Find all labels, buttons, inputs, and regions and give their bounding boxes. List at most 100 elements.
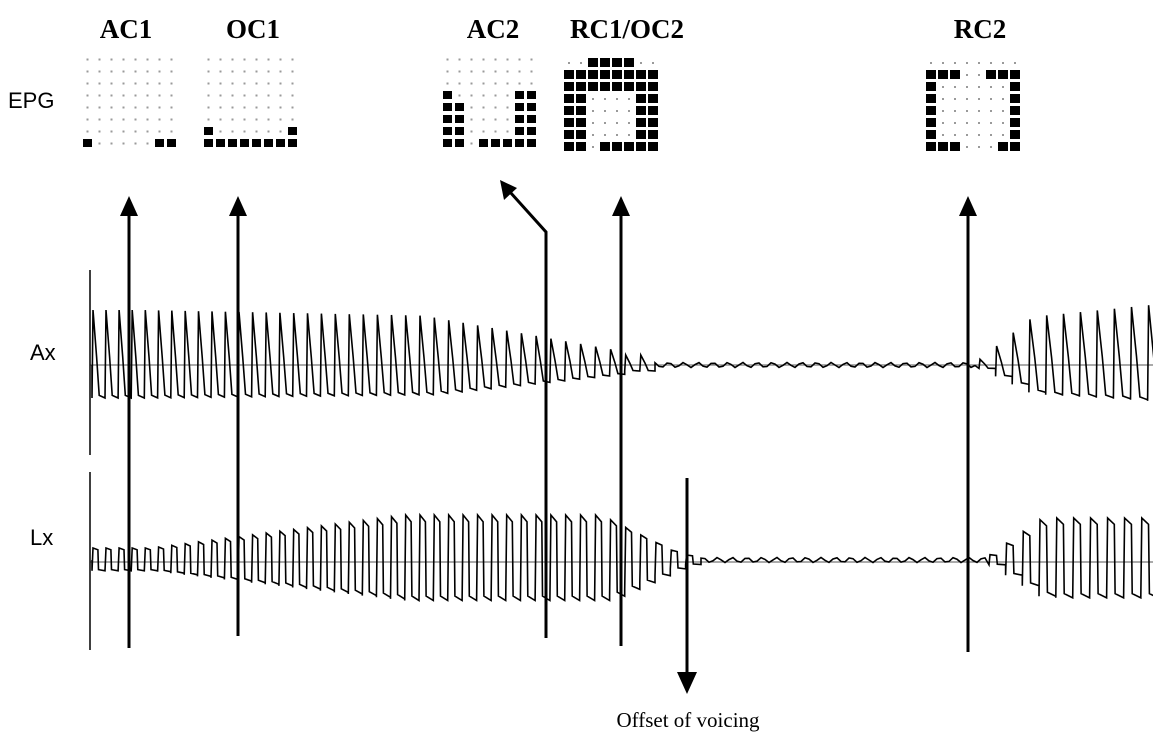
epg-empty-cell xyxy=(291,118,294,121)
epg-contact-cell xyxy=(443,103,452,111)
epg-empty-cell xyxy=(494,82,497,85)
epg-empty-cell xyxy=(207,118,210,121)
epg-empty-cell xyxy=(170,94,173,97)
epg-contact-cell xyxy=(612,70,622,79)
epg-empty-cell xyxy=(990,122,992,124)
epg-empty-cell xyxy=(291,58,294,61)
epg-empty-cell xyxy=(506,106,509,109)
epg-empty-cell xyxy=(134,106,137,109)
epg-contact-cell xyxy=(588,82,598,91)
epg-empty-cell xyxy=(158,130,161,133)
epg-empty-cell xyxy=(110,118,113,121)
epg-contact-cell xyxy=(624,70,634,79)
rc1-oc2-arrowhead xyxy=(612,196,630,216)
epg-contact-cell xyxy=(228,139,237,147)
epg-empty-cell xyxy=(470,118,473,121)
epg-empty-cell xyxy=(616,98,618,100)
epg-contact-cell xyxy=(926,106,936,115)
epg-contact-cell xyxy=(648,70,658,79)
epg-frame-oc1 xyxy=(204,58,297,147)
epg-contact-cell xyxy=(479,139,488,147)
epg-empty-cell xyxy=(942,62,944,64)
epg-empty-cell xyxy=(568,62,570,64)
epg-empty-cell xyxy=(267,94,270,97)
epg-contact-cell xyxy=(926,142,936,151)
epg-contact-cell xyxy=(288,127,297,135)
ax-signal-trace xyxy=(91,305,1153,401)
epg-empty-cell xyxy=(628,110,630,112)
epg-empty-cell xyxy=(219,106,222,109)
epg-empty-cell xyxy=(1014,62,1016,64)
epg-empty-cell xyxy=(122,94,125,97)
epg-empty-cell xyxy=(231,94,234,97)
epg-empty-cell xyxy=(134,142,137,145)
epg-empty-cell xyxy=(279,118,282,121)
epg-empty-cell xyxy=(146,70,149,73)
epg-empty-cell xyxy=(170,82,173,85)
epg-contact-cell xyxy=(576,130,586,139)
epg-contact-cell xyxy=(648,118,658,127)
epg-empty-cell xyxy=(978,134,980,136)
epg-empty-cell xyxy=(990,98,992,100)
epg-empty-cell xyxy=(470,130,473,133)
epg-empty-cell xyxy=(110,58,113,61)
epg-empty-cell xyxy=(158,70,161,73)
epg-empty-cell xyxy=(470,142,473,145)
epg-empty-cell xyxy=(110,130,113,133)
epg-empty-cell xyxy=(530,58,533,61)
phase-label-rc1-oc2: RC1/OC2 xyxy=(570,14,684,44)
epg-contact-cell xyxy=(950,142,960,151)
epg-empty-cell xyxy=(482,70,485,73)
oc1-arrow xyxy=(229,196,247,636)
epg-empty-cell xyxy=(219,82,222,85)
offset-of-voicing-caption: Offset of voicing xyxy=(616,708,760,732)
epg-empty-cell xyxy=(243,106,246,109)
epg-empty-cell xyxy=(267,106,270,109)
epg-empty-cell xyxy=(604,98,606,100)
epg-empty-cell xyxy=(110,82,113,85)
epg-empty-cell xyxy=(110,94,113,97)
epg-contact-cell xyxy=(264,139,273,147)
epg-empty-cell xyxy=(978,74,980,76)
epg-empty-cell xyxy=(942,134,944,136)
epg-empty-cell xyxy=(966,122,968,124)
epg-contact-cell xyxy=(588,58,598,67)
epg-contact-cell xyxy=(252,139,261,147)
ac1-arrowhead xyxy=(120,196,138,216)
epg-empty-cell xyxy=(494,106,497,109)
epg-empty-cell xyxy=(110,142,113,145)
epg-contact-cell xyxy=(564,82,574,91)
epg-empty-cell xyxy=(518,58,521,61)
epg-contact-cell xyxy=(443,127,452,135)
epg-empty-cell xyxy=(942,122,944,124)
epg-contact-cell xyxy=(527,103,536,111)
epg-empty-cell xyxy=(1002,98,1004,100)
epg-contact-cell xyxy=(515,91,524,99)
epg-empty-cell xyxy=(267,58,270,61)
epg-empty-cell xyxy=(122,106,125,109)
epg-empty-cell xyxy=(990,86,992,88)
epg-empty-cell xyxy=(267,82,270,85)
epg-empty-cell xyxy=(628,134,630,136)
epg-contact-cell xyxy=(636,94,646,103)
epg-contact-cell xyxy=(491,139,500,147)
epg-empty-cell xyxy=(990,110,992,112)
epg-empty-cell xyxy=(616,122,618,124)
epg-empty-cell xyxy=(482,58,485,61)
epg-empty-cell xyxy=(267,130,270,133)
epg-empty-cell xyxy=(243,58,246,61)
epg-contact-cell xyxy=(600,82,610,91)
epg-contact-cell xyxy=(564,118,574,127)
epg-empty-cell xyxy=(158,82,161,85)
epg-contact-cell xyxy=(636,118,646,127)
epg-contact-cell xyxy=(83,139,92,147)
epg-contact-cell xyxy=(926,70,936,79)
epg-contact-cell xyxy=(1010,130,1020,139)
epg-empty-cell xyxy=(291,94,294,97)
epg-empty-cell xyxy=(255,94,258,97)
epg-empty-cell xyxy=(604,134,606,136)
epg-empty-cell xyxy=(219,118,222,121)
epg-empty-cell xyxy=(231,130,234,133)
epg-empty-cell xyxy=(458,58,461,61)
epg-empty-cell xyxy=(110,106,113,109)
